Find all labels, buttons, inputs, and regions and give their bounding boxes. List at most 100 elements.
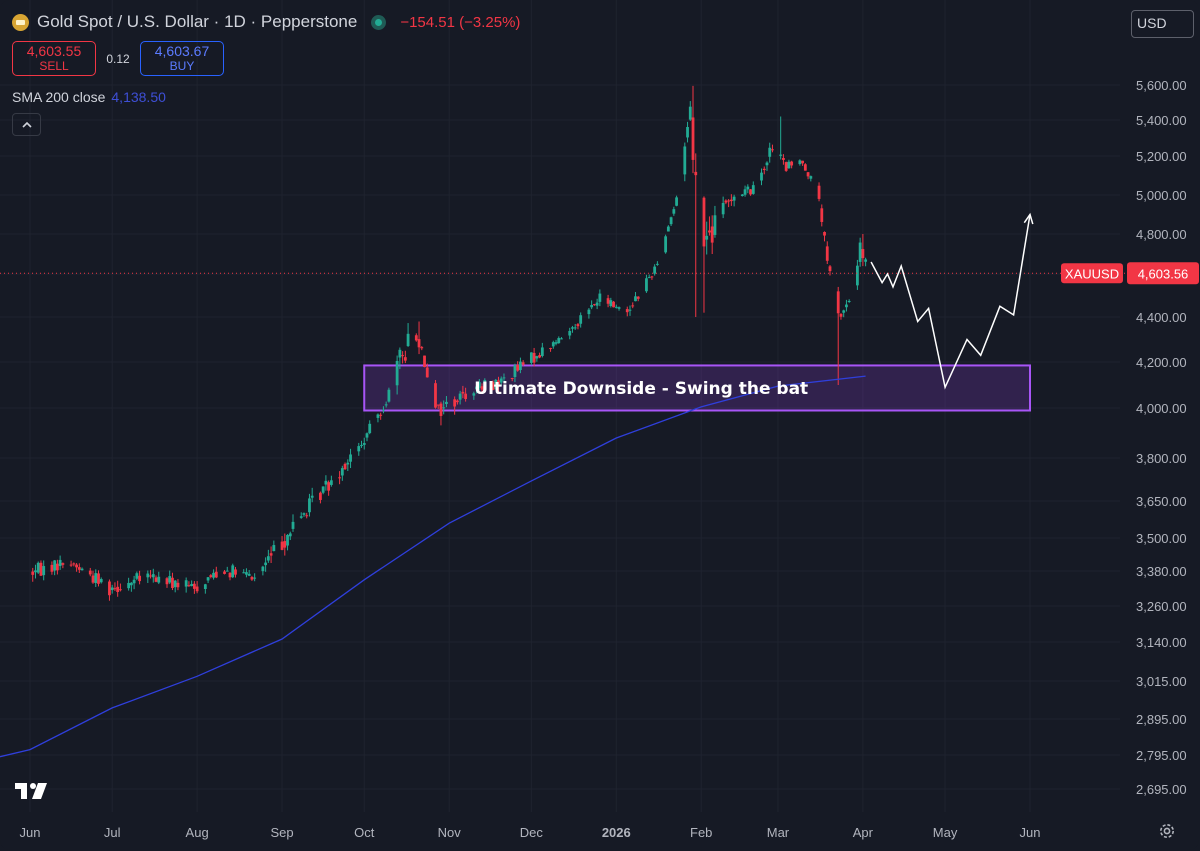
symbol-title[interactable]: Gold Spot / U.S. Dollar · 1D · Peppersto… [37, 12, 358, 31]
currency-selector[interactable]: USD [1131, 10, 1194, 38]
candle-body [53, 560, 57, 571]
candle-body [675, 197, 678, 206]
candle-body [724, 200, 728, 203]
candle-body [247, 573, 251, 576]
candle-body [557, 338, 561, 344]
candle-body [129, 582, 133, 586]
candle-body [571, 327, 574, 329]
candle-body [472, 393, 476, 396]
candle-body [855, 265, 859, 286]
symbol-tag-label: XAUUSD [1065, 266, 1119, 281]
candle-body [568, 330, 572, 336]
candle-body [480, 386, 484, 390]
candle-body [617, 307, 621, 309]
buy-button[interactable]: 4,603.67 BUY [140, 41, 224, 76]
candle-body [787, 161, 791, 169]
candle-body [187, 585, 191, 587]
x-tick-label: May [933, 825, 958, 840]
sma-label: SMA 200 close [12, 89, 106, 105]
candle-body [157, 576, 161, 583]
candle-body [477, 382, 481, 388]
gear-icon[interactable] [1157, 821, 1177, 841]
candle-body [847, 300, 851, 303]
candle-body [264, 562, 268, 566]
candle-body [502, 377, 506, 379]
candle-body [845, 304, 848, 308]
candle-body [94, 573, 98, 583]
candle-body [554, 342, 558, 344]
candle-body [346, 462, 350, 465]
sell-label: SELL [39, 58, 69, 73]
y-tick-label: 5,000.00 [1136, 188, 1187, 203]
y-tick-label: 5,600.00 [1136, 78, 1187, 93]
candle-body [250, 577, 254, 580]
x-tick-label: Jul [104, 825, 121, 840]
candle-body [327, 482, 331, 491]
candle-body [113, 588, 117, 590]
y-tick-label: 2,695.00 [1136, 782, 1187, 797]
candle-body [58, 559, 62, 567]
candle-body [746, 186, 750, 190]
candle-body [749, 189, 752, 195]
candle-body [379, 414, 383, 416]
candle-body [288, 533, 292, 537]
candle-body [132, 579, 136, 584]
candle-body [165, 578, 169, 585]
symbol-legend: Gold Spot / U.S. Dollar · 1D · Peppersto… [12, 12, 520, 32]
sell-button[interactable]: 4,603.55 SELL [12, 41, 96, 76]
candle-body [376, 414, 380, 418]
candle-body [55, 563, 59, 571]
x-tick-label: Jun [20, 825, 41, 840]
candle-body [760, 172, 763, 181]
candle-body [587, 309, 591, 315]
candle-body [538, 355, 541, 358]
candle-body [590, 305, 594, 308]
candle-body [406, 333, 410, 347]
tradingview-logo-icon[interactable] [14, 780, 50, 802]
x-tick-label: Aug [186, 825, 209, 840]
candle-body [362, 443, 366, 445]
candle-body [705, 235, 709, 240]
sma-200-line [0, 375, 866, 758]
candle-body [573, 327, 577, 329]
candle-body [61, 563, 65, 565]
candle-body [384, 404, 388, 406]
candle-body [203, 584, 207, 590]
candle-body [39, 562, 43, 576]
candle-body [206, 577, 210, 581]
candle-body [308, 498, 311, 513]
candle-body [560, 338, 563, 340]
candle-body [740, 194, 744, 197]
candle-body [634, 296, 637, 302]
collapse-legend-button[interactable] [12, 113, 41, 136]
chevron-up-icon [21, 121, 32, 128]
x-tick-label: Mar [767, 825, 790, 840]
candle-body [510, 378, 514, 380]
candle-body [209, 575, 213, 578]
candle-body [436, 404, 440, 406]
candle-body [710, 226, 714, 243]
candle-body [686, 127, 689, 138]
candle-body [387, 389, 391, 402]
candle-body [382, 409, 385, 411]
symbol-tag-bg [1061, 263, 1123, 284]
candle-body [595, 302, 599, 306]
candle-body [825, 246, 829, 261]
y-tick-label: 3,140.00 [1136, 635, 1187, 650]
sma-indicator-legend[interactable]: SMA 200 close 4,138.50 [12, 89, 166, 105]
candle-body [75, 564, 78, 568]
price-change: −154.51 (−3.25%) [400, 13, 521, 31]
candle-body [321, 486, 325, 493]
candle-body [650, 276, 654, 278]
candle-body [149, 575, 152, 577]
y-tick-label: 3,015.00 [1136, 674, 1187, 689]
y-tick-label: 2,795.00 [1136, 748, 1187, 763]
candle-body [727, 200, 731, 202]
candle-body [732, 196, 736, 201]
y-tick-label: 4,200.00 [1136, 355, 1187, 370]
candle-body [195, 586, 199, 592]
candle-body [494, 379, 498, 389]
candle-body [647, 277, 651, 279]
